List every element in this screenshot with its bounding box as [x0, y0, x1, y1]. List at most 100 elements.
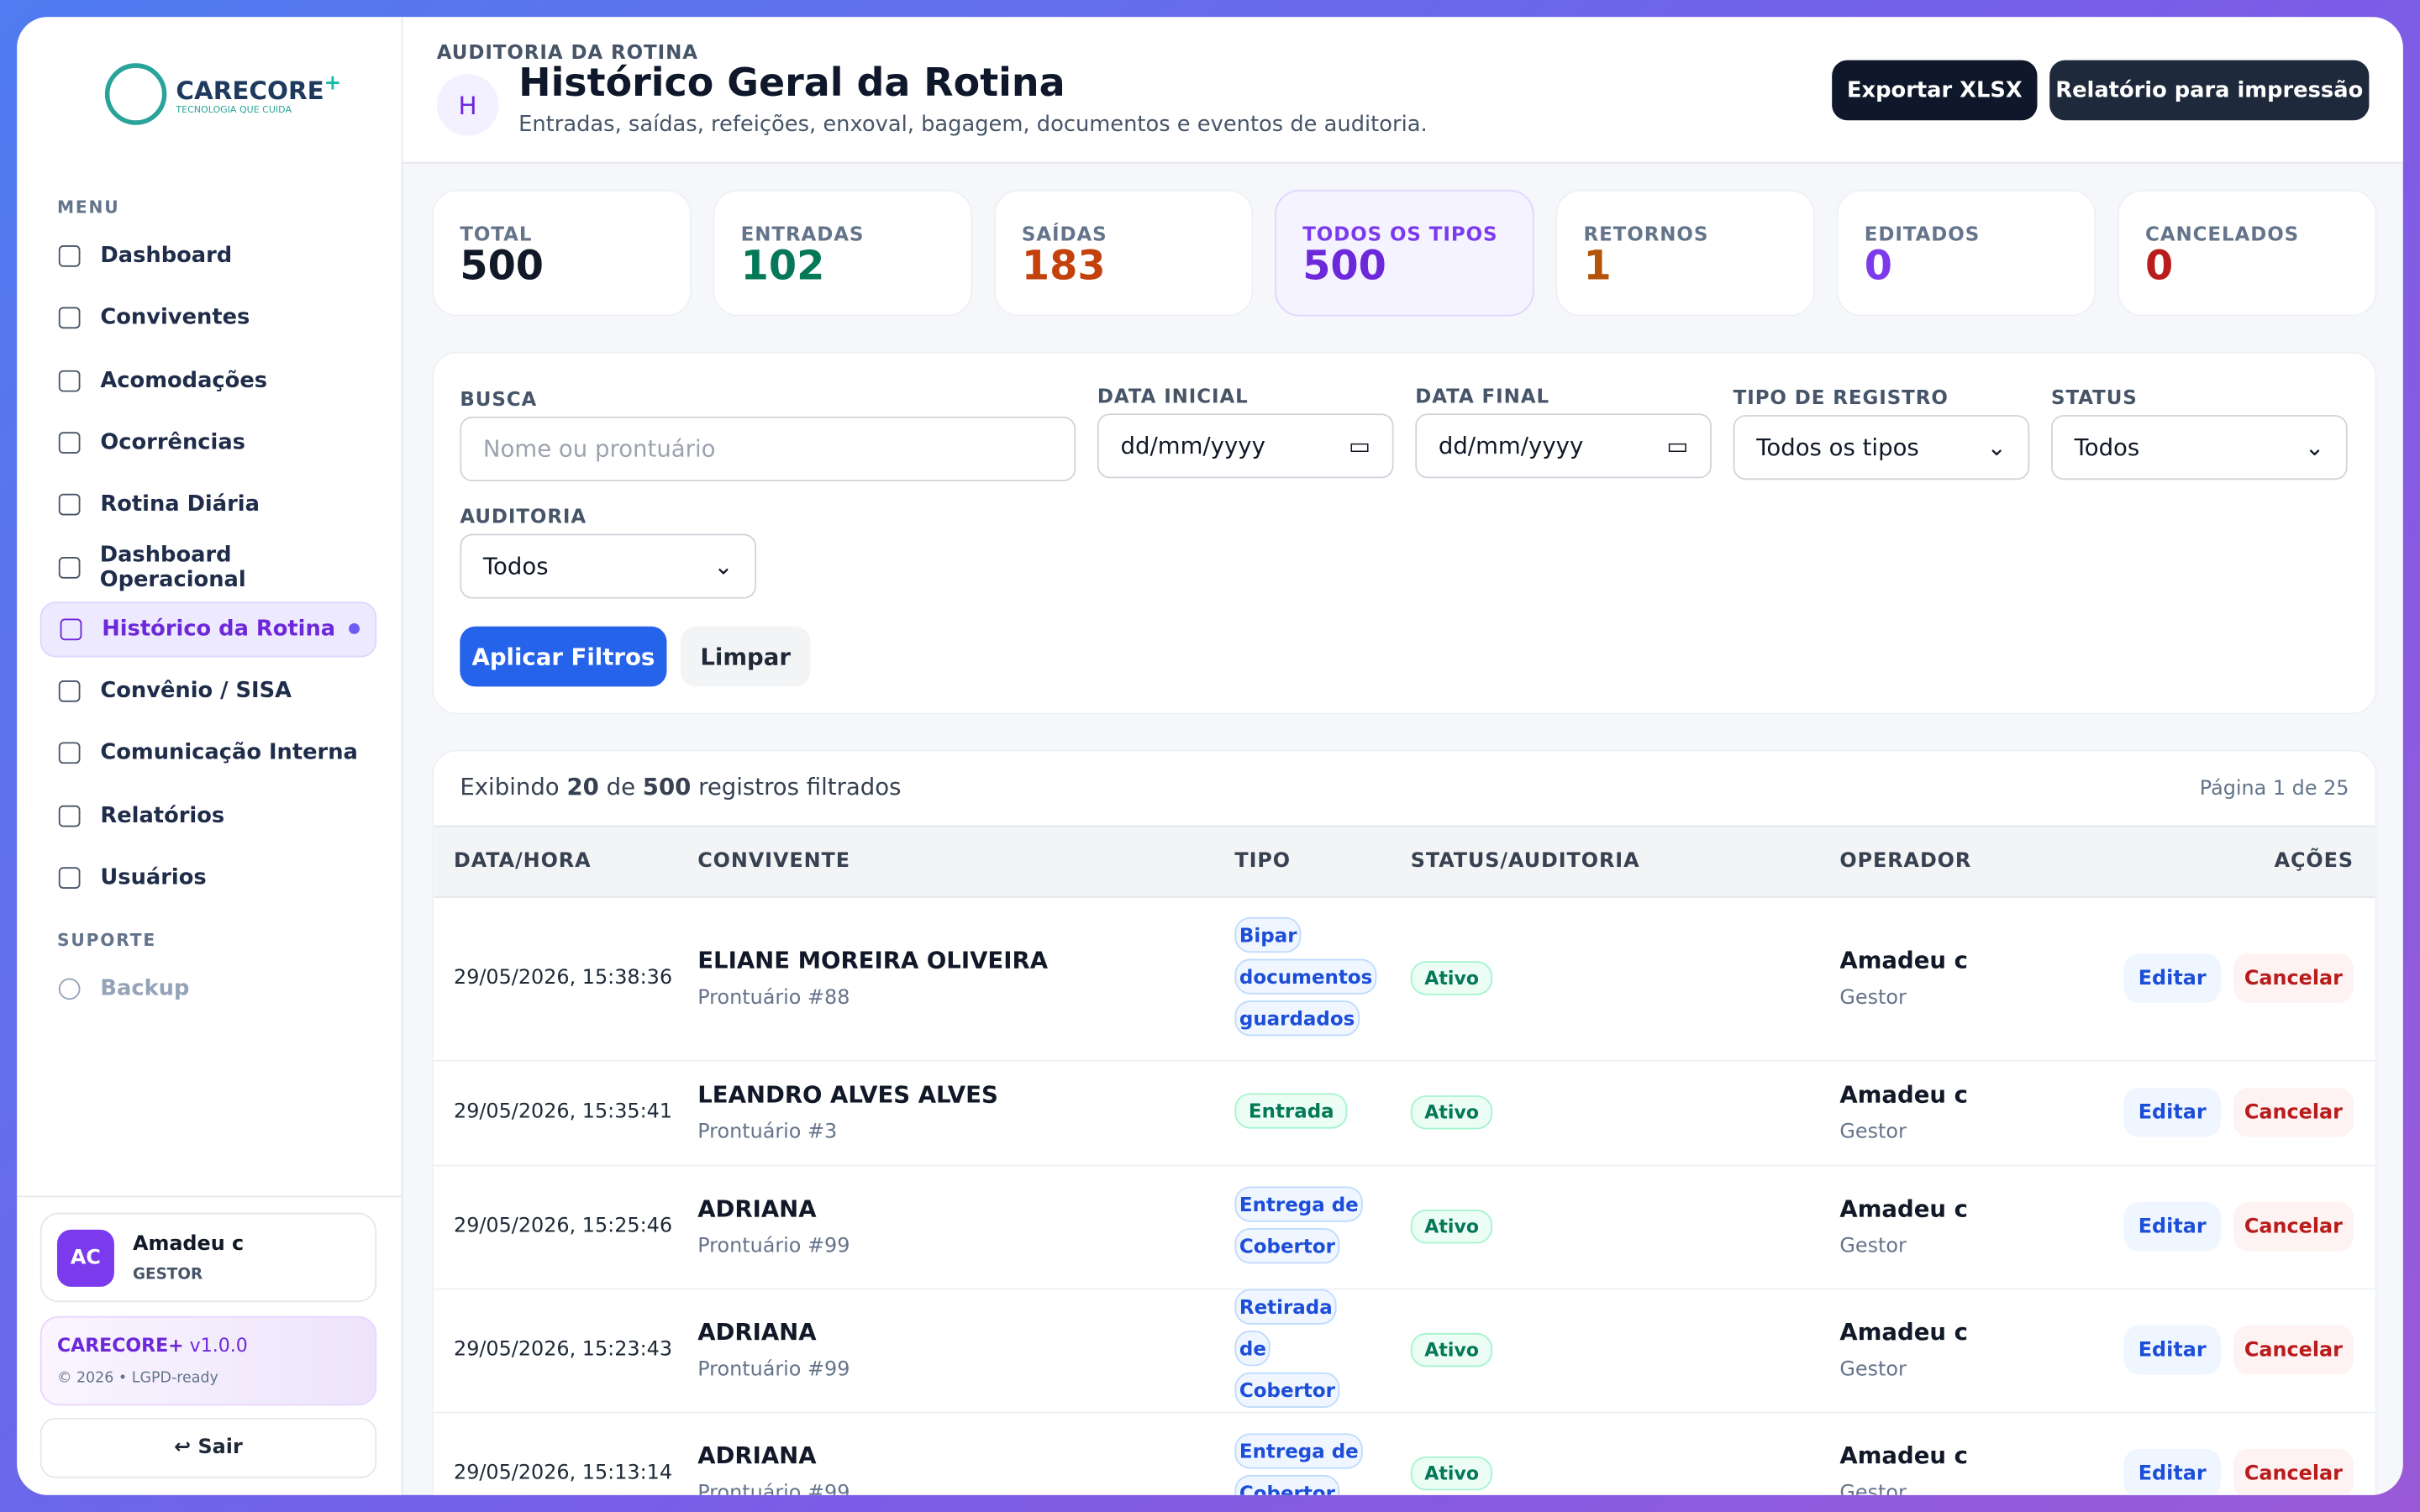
edit-button[interactable]: Editar — [2123, 1325, 2222, 1375]
stat-card[interactable]: TODOS OS TIPOS 500 — [1275, 189, 1534, 317]
cancel-button[interactable]: Cancelar — [2233, 1201, 2354, 1252]
filter-label: AUDITORIA — [460, 504, 587, 528]
stat-card[interactable]: CANCELADOS 0 — [2117, 189, 2377, 317]
start-date-input[interactable]: dd/mm/yyyy ▭ — [1097, 413, 1394, 479]
filter-label: STATUS — [2051, 386, 2138, 409]
audit-select[interactable]: Todos ⌄ — [460, 533, 756, 599]
clear-button[interactable]: Limpar — [680, 626, 811, 687]
summary-text: registros filtrados — [698, 773, 902, 801]
operator-name: Amadeu c — [1839, 1194, 1968, 1223]
cancel-button[interactable]: Cancelar — [2233, 1087, 2354, 1137]
summary: Exibindo 20 de 500 registros filtrados — [460, 773, 901, 801]
edit-button[interactable]: Editar — [2123, 1087, 2222, 1137]
menu-item[interactable]: Ocorrências — [40, 415, 376, 470]
menu-item[interactable]: Dashboard — [40, 228, 376, 284]
stat-value: 1 — [1583, 244, 1612, 291]
status-select[interactable]: Todos ⌄ — [2051, 415, 2348, 480]
resident-cell: ADRIANA Prontuário #99 — [697, 1441, 850, 1494]
table-row: 29/05/2026, 15:23:43 ADRIANA Prontuário #9… — [434, 1289, 2375, 1414]
menu-label: Backup — [100, 976, 190, 1002]
resident-name: ADRIANA — [697, 1318, 817, 1347]
operator-name: Amadeu c — [1839, 1318, 1968, 1347]
version-brand: CARECORE+ — [56, 1334, 184, 1357]
table-row: 29/05/2026, 15:13:14 ADRIANA Prontuário #9… — [434, 1412, 2375, 1495]
menu-icon — [58, 494, 81, 516]
date-cell: 29/05/2026, 15:23:43 — [453, 1338, 673, 1362]
menu-item[interactable]: Comunicação Interna — [40, 726, 376, 781]
menu-item[interactable]: Relatórios — [40, 788, 376, 843]
menu-icon — [58, 370, 81, 391]
menu-item[interactable]: Backup — [40, 961, 376, 1016]
menu-icon — [58, 307, 81, 329]
stat-card[interactable]: TOTAL 500 — [432, 189, 692, 317]
edit-button[interactable]: Editar — [2123, 953, 2222, 1003]
stat-label: TOTAL — [460, 222, 533, 246]
type-pill: Entrega de Cobertor — [1234, 1186, 1364, 1264]
actions-cell: Editar Cancelar — [2123, 1087, 2354, 1137]
menu-item[interactable]: Histórico da Rotina — [39, 601, 377, 658]
search-input[interactable]: Nome ou prontuário — [460, 416, 1076, 482]
operator-name: Amadeu c — [1839, 1441, 1968, 1470]
stat-value: 102 — [740, 244, 825, 291]
menu-icon — [60, 618, 82, 640]
select-value: Todos — [482, 552, 549, 580]
date-cell: 29/05/2026, 15:25:46 — [453, 1215, 673, 1238]
menu-label: Conviventes — [100, 306, 250, 331]
type-select[interactable]: Todos os tipos ⌄ — [1733, 415, 2030, 480]
apply-button[interactable]: Aplicar Filtros — [460, 626, 667, 687]
print-button[interactable]: Relatório para impressão — [2049, 60, 2370, 121]
operator-role: Gestor — [1839, 1121, 1907, 1144]
type-pill: Entrada — [1234, 1093, 1349, 1129]
filter-label: DATA INICIAL — [1097, 384, 1249, 407]
summary-shown: 20 — [566, 773, 599, 801]
version-card: CARECORE+ v1.0.0 © 2026 • LGPD-ready — [39, 1315, 377, 1406]
record-number: Prontuário #99 — [697, 1482, 850, 1495]
date-placeholder: dd/mm/yyyy — [1120, 432, 1265, 460]
menu-item[interactable]: Acomodações — [40, 353, 376, 408]
record-number: Prontuário #99 — [697, 1235, 850, 1258]
summary-total: 500 — [642, 773, 692, 801]
logout-button[interactable]: ↩ Sair — [39, 1417, 377, 1478]
column-header: DATA/HORA — [453, 850, 592, 874]
menu-item[interactable]: Conviventes — [40, 291, 376, 346]
date-placeholder: dd/mm/yyyy — [1438, 432, 1584, 460]
stat-card[interactable]: EDITADOS 0 — [1836, 189, 2096, 317]
stat-card[interactable]: ENTRADAS 102 — [713, 189, 973, 317]
cancel-button[interactable]: Cancelar — [2233, 1325, 2354, 1375]
edit-button[interactable]: Editar — [2123, 1201, 2222, 1252]
status-pill: Ativo — [1410, 1332, 1493, 1368]
menu-icon — [58, 680, 81, 702]
resident-cell: ELIANE MOREIRA OLIVEIRA Prontuário #88 — [697, 947, 1048, 1010]
cancel-button[interactable]: Cancelar — [2233, 1448, 2354, 1495]
operator-name: Amadeu c — [1839, 946, 1968, 974]
user-role: GESTOR — [132, 1266, 203, 1284]
menu-item[interactable]: Convênio / SISA — [40, 664, 376, 719]
resident-name: ADRIANA — [697, 1194, 817, 1223]
cancel-button[interactable]: Cancelar — [2233, 953, 2354, 1003]
menu-label: Usuários — [100, 865, 207, 890]
date-cell: 29/05/2026, 15:38:36 — [453, 966, 673, 990]
version-number: v1.0.0 — [189, 1334, 248, 1357]
stat-card[interactable]: RETORNOS 1 — [1555, 189, 1815, 317]
menu-item[interactable]: Rotina Diária — [40, 477, 376, 533]
edit-button[interactable]: Editar — [2123, 1448, 2222, 1495]
menu-item[interactable]: Dashboard Operacional — [40, 539, 376, 595]
menu-item[interactable]: Usuários — [40, 850, 376, 906]
menu-label: Acomodações — [100, 368, 268, 393]
user-card: AC Amadeu c GESTOR — [39, 1212, 377, 1303]
operator-role: Gestor — [1839, 986, 1907, 1011]
operator-name: Amadeu c — [1839, 1080, 1968, 1109]
actions-cell: Editar Cancelar — [2123, 1201, 2354, 1252]
stat-label: EDITADOS — [1864, 222, 1981, 246]
operator-cell: Amadeu c Gestor — [1839, 1441, 1968, 1494]
actions-cell: Editar Cancelar — [2123, 953, 2354, 1003]
stat-value: 500 — [460, 244, 544, 291]
end-date-input[interactable]: dd/mm/yyyy ▭ — [1415, 413, 1712, 479]
summary-text: Exibindo — [460, 773, 560, 801]
operator-cell: Amadeu c Gestor — [1839, 1318, 1968, 1381]
eyebrow: AUDITORIA DA ROTINA — [436, 39, 698, 64]
record-number: Prontuário #99 — [697, 1358, 850, 1382]
stat-card[interactable]: SAÍDAS 183 — [993, 189, 1254, 317]
status-cell: Ativo — [1410, 1330, 1493, 1370]
export-button[interactable]: Exportar XLSX — [1832, 60, 2038, 121]
